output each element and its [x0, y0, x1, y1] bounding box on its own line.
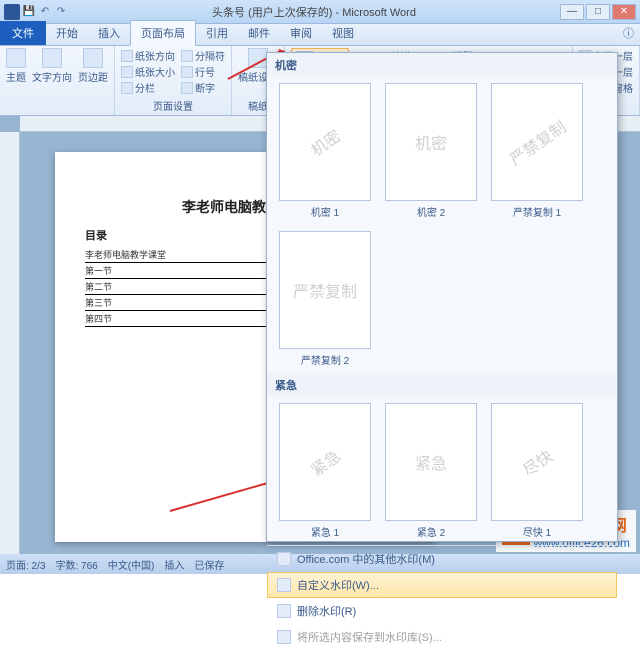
watermark-thumb[interactable]: 机密机密 2	[385, 83, 477, 219]
breaks-button[interactable]: 分隔符	[181, 48, 225, 63]
custom-watermark-item[interactable]: 自定义水印(W)...	[267, 572, 617, 598]
watermark-thumb[interactable]: 紧急紧急 2	[385, 403, 477, 539]
dropdown-menu-items: Office.com 中的其他水印(M) 自定义水印(W)... 删除水印(R)…	[267, 545, 617, 650]
tab-home[interactable]: 开始	[46, 21, 88, 45]
tab-review[interactable]: 审阅	[280, 21, 322, 45]
file-tab[interactable]: 文件	[0, 21, 46, 45]
save-icon	[277, 630, 291, 644]
watermark-thumb[interactable]: 机密机密 1	[279, 83, 371, 219]
thumbnail-row: 机密机密 1 机密机密 2 严禁复制严禁复制 1	[267, 77, 617, 225]
tab-view[interactable]: 视图	[322, 21, 364, 45]
size-button[interactable]: 纸张大小	[121, 64, 175, 79]
tab-insert[interactable]: 插入	[88, 21, 130, 45]
remove-icon	[277, 604, 291, 618]
watermark-thumb[interactable]: 尽快尽快 1	[491, 403, 583, 539]
remove-watermark-item[interactable]: 删除水印(R)	[267, 598, 617, 624]
dropdown-section-urgent: 紧急	[267, 373, 617, 397]
window-controls: — □ ✕	[560, 4, 636, 20]
watermark-thumb[interactable]: 紧急紧急 1	[279, 403, 371, 539]
themes-label: 主题	[6, 69, 26, 84]
save-watermark-item: 将所选内容保存到水印库(S)...	[267, 624, 617, 650]
custom-watermark-icon	[277, 578, 291, 592]
redo-button[interactable]: ↷	[54, 5, 68, 19]
tab-mailings[interactable]: 邮件	[238, 21, 280, 45]
ribbon-tabs: 文件 开始 插入 页面布局 引用 邮件 审阅 视图 ⓘ	[0, 24, 640, 46]
watermark-thumb[interactable]: 严禁复制严禁复制 1	[491, 83, 583, 219]
word-icon	[4, 4, 20, 20]
page-count[interactable]: 页面: 2/3	[6, 557, 45, 572]
undo-button[interactable]: ↶	[38, 5, 52, 19]
language-status[interactable]: 中文(中国)	[108, 557, 155, 572]
tab-page-layout[interactable]: 页面布局	[130, 20, 196, 46]
page-setup-group-label: 页面设置	[121, 98, 225, 113]
thumbnail-row: 严禁复制严禁复制 2	[267, 225, 617, 373]
orientation-button[interactable]: 纸张方向	[121, 48, 175, 63]
maximize-button[interactable]: □	[586, 4, 610, 20]
insert-mode[interactable]: 插入	[164, 557, 184, 572]
word-count[interactable]: 字数: 766	[55, 557, 97, 572]
line-numbers-button[interactable]: 行号	[181, 64, 225, 79]
office-icon	[277, 552, 291, 566]
themes-button[interactable]: 主题	[6, 48, 26, 84]
minimize-button[interactable]: —	[560, 4, 584, 20]
save-status: 已保存	[194, 557, 224, 572]
help-button[interactable]: ⓘ	[617, 21, 640, 45]
margins-button[interactable]: 页边距	[78, 48, 108, 84]
quick-access-toolbar: 💾 ↶ ↷	[4, 4, 68, 20]
text-direction-button[interactable]: 文字方向	[32, 48, 72, 84]
dropdown-section-confidential: 机密	[267, 53, 617, 77]
window-title: 头条号 (用户上次保存的) - Microsoft Word	[68, 4, 560, 20]
ribbon-group-themes: 主题 文字方向 页边距	[0, 46, 115, 115]
thumbnail-row: 紧急紧急 1 紧急紧急 2 尽快尽快 1	[267, 397, 617, 545]
close-button[interactable]: ✕	[612, 4, 636, 20]
margins-label: 页边距	[78, 69, 108, 84]
tab-references[interactable]: 引用	[196, 21, 238, 45]
watermark-dropdown: 机密 机密机密 1 机密机密 2 严禁复制严禁复制 1 严禁复制严禁复制 2 紧…	[266, 52, 618, 542]
save-button[interactable]: 💾	[22, 5, 36, 19]
vertical-ruler[interactable]	[0, 132, 20, 554]
ribbon-group-page-setup: 纸张方向 纸张大小 分栏 分隔符 行号 断字 页面设置	[115, 46, 232, 115]
hyphenation-button[interactable]: 断字	[181, 80, 225, 95]
text-direction-label: 文字方向	[32, 69, 72, 84]
more-watermarks-item[interactable]: Office.com 中的其他水印(M)	[267, 546, 617, 572]
columns-button[interactable]: 分栏	[121, 80, 175, 95]
watermark-thumb[interactable]: 严禁复制严禁复制 2	[279, 231, 371, 367]
